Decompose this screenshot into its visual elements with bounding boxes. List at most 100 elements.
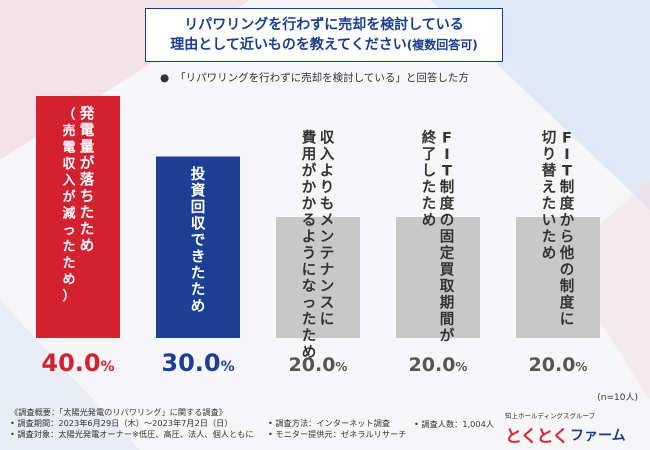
bar-3-label-char: か (302, 195, 317, 212)
bar-1-label-char: （ (62, 106, 75, 122)
bar-3-label-char: 用 (302, 146, 317, 163)
bullet-icon: ● (160, 72, 170, 84)
chart-title-line1: リパワリングを行わずに売却を検討している (184, 17, 464, 33)
company-logo: 知上ホールディングスグループ とくとく ファーム (505, 410, 645, 447)
bar-5-label-char: 替 (542, 161, 557, 179)
bar-4-label-char: 了 (422, 146, 437, 163)
bar-4-label-char: T (442, 163, 452, 179)
bar-5-value-label: 20.0% (529, 354, 588, 376)
bar-3-label-char: か (302, 179, 317, 196)
bar-1-label-char: 収 (62, 157, 76, 172)
bar-3-label-char: 入 (320, 146, 335, 163)
bar-4-label-char: 取 (440, 278, 455, 295)
bar-3-label-char: ス (320, 295, 335, 311)
bar-1 (36, 96, 120, 338)
chart-title-line2: 理由として近いものを教えてください(複数回答可) (170, 35, 477, 55)
bar-3-label-char: メ (320, 213, 335, 229)
bar-3-label-char: ナ (320, 261, 335, 278)
sample-size-note: (n=10人) (597, 393, 638, 403)
bar-2-label-char: め (191, 298, 206, 315)
bar-5-label-char: 度 (560, 194, 575, 212)
bar-2-label-char: で (191, 233, 206, 249)
bar-2-value-label: 30.0% (161, 349, 234, 377)
bar-4-label-char: 終 (422, 128, 437, 146)
bar-2-label-char: 資 (191, 181, 206, 199)
bar-5 (516, 217, 600, 338)
bar-3-label-char: 収 (320, 128, 335, 146)
bar-1-label-char: 量 (80, 138, 95, 155)
bar-5-label-char: ら (560, 228, 575, 245)
bar-1-label-char: 電 (80, 122, 95, 139)
bar-5-label-char: I (564, 147, 569, 163)
bar-4-label-char: が (440, 326, 455, 344)
bar-1-label-char: が (62, 189, 75, 205)
bar-5-label-char: 度 (560, 293, 575, 311)
bar-5-label-char: た (542, 228, 557, 245)
chart-subtitle: ● 「リパワリングを行わずに売却を検討している」と回答した方 (160, 70, 469, 85)
bar-3-label-char: よ (320, 162, 335, 179)
survey-method: • 調査方法：インターネット調査 (268, 418, 391, 428)
logo-text: ファーム (569, 427, 626, 444)
bar-5-label-char: え (542, 179, 557, 196)
bar-5-label-char: の (560, 262, 575, 278)
bar-1-value-label: 40.0% (41, 349, 114, 377)
bar-3-label-char: な (302, 278, 317, 295)
bar-5-label-char: 制 (560, 277, 575, 295)
bar-1-label-char: 電 (62, 140, 75, 155)
chart-title-line2-main: 理由として近いものを教えてください (170, 37, 407, 53)
bar-4-label-char: I (444, 147, 449, 163)
bar-4-value-label: 20.0% (409, 354, 468, 376)
bar-1-label-char: め (62, 272, 75, 287)
bar-5-label-char: り (542, 146, 557, 163)
bar-5-label-char: た (542, 195, 557, 212)
survey-period: • 調査期間：2023年6月29日（木）～2023年7月2日（日） (10, 418, 233, 428)
bar-5-label-char: め (542, 245, 557, 262)
bar-4-label-char: 定 (440, 244, 455, 262)
bar-2-label-char: 収 (191, 214, 206, 232)
bar-1-label-char: 発 (79, 104, 95, 122)
logo-group-name: 知上ホールディングスグループ (505, 412, 596, 420)
bar-5-label-char: T (562, 163, 572, 179)
bar-3-label-char: 費 (302, 128, 317, 146)
bar-1-label-char: 減 (62, 205, 75, 221)
bar-1-label-char: た (80, 221, 95, 238)
bar-2-label-char: た (191, 265, 206, 282)
bar-1-label-char: た (80, 204, 95, 221)
bar-3-label-char: っ (302, 295, 317, 311)
bar-1-label-char: 売 (62, 123, 75, 139)
bar-3-label-char: ン (320, 229, 335, 245)
survey-overview: 《調査概要：「太陽光発電のリパワリング」に関する調査》 (10, 407, 227, 417)
bar-2-label-char: た (191, 281, 206, 298)
bar-3-label-char: た (302, 327, 317, 344)
survey-target: • 調査対象：太陽光発電オーナー※低圧、高圧、法人、個人ともに (10, 429, 254, 439)
chart-title-box: リパワリングを行わずに売却を検討している 理由として近いものを教えてください(複… (145, 8, 503, 62)
bar-5-label-char: F (562, 130, 572, 146)
bar-1-label-char: っ (62, 223, 75, 238)
bar-5-label-char: 他 (559, 244, 575, 262)
bar-3-value-label: 20.0% (289, 354, 348, 376)
bar-5-label-char: に (560, 312, 575, 328)
bar-3-label-char: り (320, 179, 335, 196)
bar-2-label-char: き (191, 248, 206, 265)
bar-1-label-char: が (80, 154, 95, 172)
bar-3-label-char: が (302, 161, 317, 179)
bar-3-label-char: に (320, 312, 335, 328)
bar-4-label-char: の (440, 213, 455, 229)
bar-1-label-char: め (80, 237, 95, 254)
bar-4-label-char: 度 (440, 194, 455, 212)
bar-3-label-char: よ (302, 228, 317, 245)
chart-subtitle-text: 「リパワリングを行わずに売却を検討している」と回答した方 (175, 72, 469, 84)
bar-5-label-char: か (560, 212, 575, 229)
bar-3-label-char: テ (320, 246, 335, 262)
bar-1-label-char: ） (62, 288, 75, 304)
bar-4-label-char: た (422, 179, 437, 196)
bar-5-label-char: 制 (560, 178, 575, 196)
bar-2-label-char: 投 (191, 166, 206, 183)
bar-4-label-char: F (442, 130, 452, 146)
bar-2-label-char: 回 (191, 199, 206, 216)
bar-4-label-char: 間 (440, 311, 455, 328)
bar-4-label-char: し (422, 162, 437, 179)
bar-3-label-char: う (302, 245, 317, 262)
bar-3-label-char: ン (320, 279, 335, 295)
